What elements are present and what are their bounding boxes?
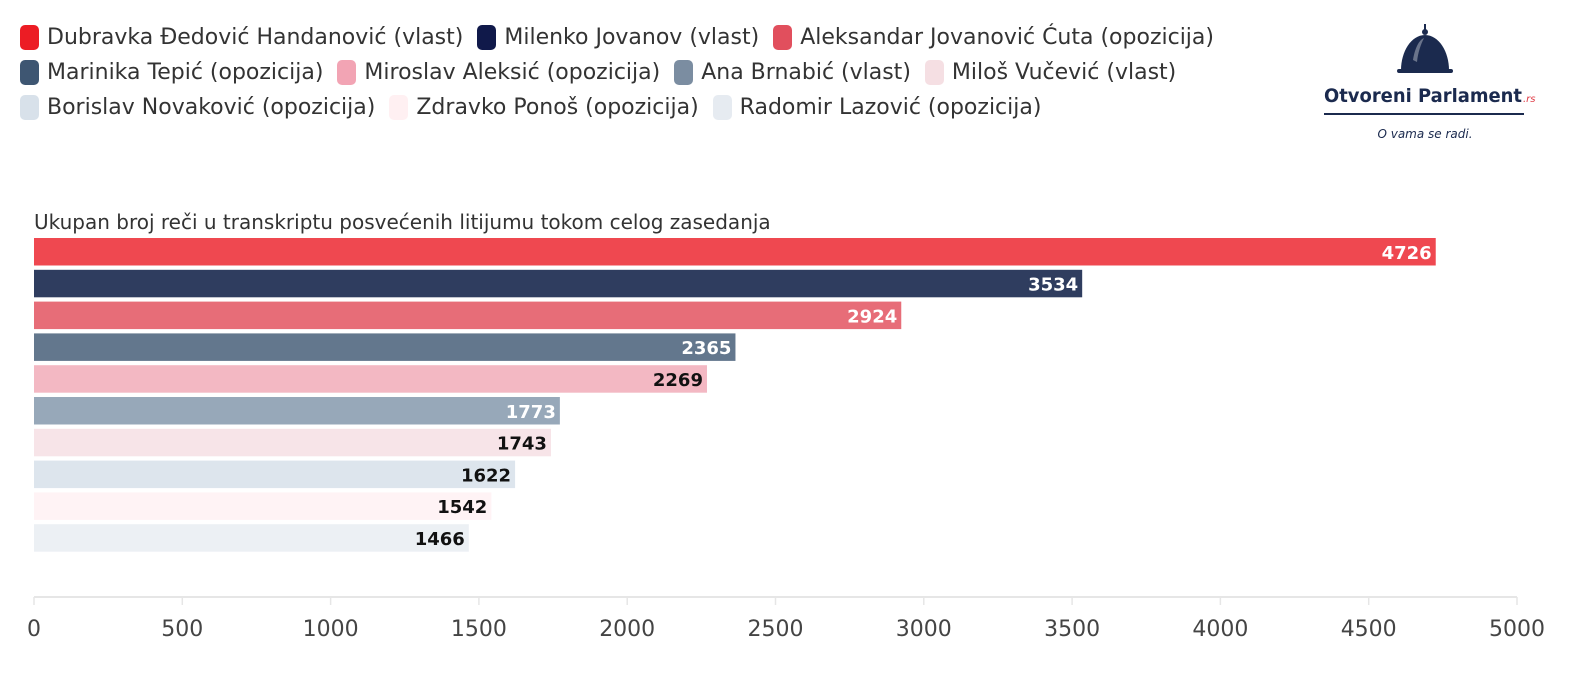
bar[interactable] bbox=[34, 333, 736, 361]
legend-item-cuta[interactable]: Aleksandar Jovanović Ćuta (opozicija) bbox=[773, 25, 1214, 50]
legend-item-lazovic[interactable]: Radomir Lazović (opozicija) bbox=[712, 95, 1042, 120]
bar-value-label: 4726 bbox=[1382, 243, 1432, 264]
bar[interactable] bbox=[34, 365, 707, 393]
legend-swatch bbox=[337, 60, 357, 85]
bar[interactable] bbox=[34, 238, 1436, 266]
chart-legend: Dubravka Đedović Handanović (vlast) Mile… bbox=[20, 20, 1290, 125]
chart-title: Ukupan broj reči u transkriptu posvećeni… bbox=[34, 210, 771, 234]
x-tick-label: 0 bbox=[27, 617, 41, 642]
legend-label: Miloš Vučević (vlast) bbox=[951, 60, 1177, 85]
legend-label: Miroslav Aleksić (opozicija) bbox=[364, 60, 661, 85]
bar-value-label: 1466 bbox=[415, 529, 465, 550]
legend-label: Dubravka Đedović Handanović (vlast) bbox=[47, 25, 464, 50]
bar-value-label: 1542 bbox=[437, 497, 487, 518]
bar-value-label: 2365 bbox=[681, 338, 731, 359]
bar-value-label: 3534 bbox=[1028, 275, 1078, 296]
legend-item-tepic[interactable]: Marinika Tepić (opozicija) bbox=[20, 60, 323, 85]
bar-value-label: 1743 bbox=[497, 434, 547, 455]
x-tick-label: 1500 bbox=[451, 617, 507, 642]
legend-item-brnabic[interactable]: Ana Brnabić (vlast) bbox=[674, 60, 911, 85]
legend-row: Dubravka Đedović Handanović (vlast) Mile… bbox=[20, 20, 1290, 55]
legend-item-aleksic[interactable]: Miroslav Aleksić (opozicija) bbox=[337, 60, 660, 85]
legend-swatch bbox=[712, 95, 732, 120]
otvoreni-parlament-logo[interactable]: Otvoreni Parlament .rs O vama se radi. bbox=[1318, 20, 1540, 145]
legend-item-novakovic[interactable]: Borislav Novaković (opozicija) bbox=[20, 95, 375, 120]
logo-domain: .rs bbox=[1523, 94, 1536, 105]
x-tick-label: 500 bbox=[161, 617, 203, 642]
logo-wordmark: Otvoreni Parlament bbox=[1324, 85, 1522, 107]
bar-value-label: 1622 bbox=[461, 465, 511, 486]
legend-swatch bbox=[477, 25, 497, 50]
x-tick-label: 5000 bbox=[1489, 617, 1545, 642]
legend-label: Zdravko Ponoš (opozicija) bbox=[416, 95, 699, 120]
legend-swatch bbox=[924, 60, 944, 85]
x-axis: 0 500 1000 1500 2000 2500 3000 3500 4000 4500 5000 bbox=[27, 596, 1545, 642]
legend-row: Borislav Novaković (opozicija) Zdravko P… bbox=[20, 90, 1290, 125]
legend-label: Milenko Jovanov (vlast) bbox=[504, 25, 760, 50]
bar[interactable] bbox=[34, 397, 560, 425]
legend-label: Ana Brnabić (vlast) bbox=[701, 60, 911, 85]
legend-item-ponos[interactable]: Zdravko Ponoš (opozicija) bbox=[389, 95, 699, 120]
logo-tagline: O vama se radi. bbox=[1377, 127, 1472, 141]
bar[interactable] bbox=[34, 460, 516, 489]
x-tick-label: 4000 bbox=[1192, 617, 1248, 642]
legend-swatch bbox=[20, 95, 39, 120]
legend-label: Marinika Tepić (opozicija) bbox=[47, 60, 324, 85]
bar-value-label: 1773 bbox=[506, 402, 556, 423]
bar-value-label: 2924 bbox=[847, 306, 897, 327]
x-tick-label: 2500 bbox=[748, 617, 804, 642]
legend-label: Radomir Lazović (opozicija) bbox=[739, 95, 1042, 120]
legend-item-handanovic[interactable]: Dubravka Đedović Handanović (vlast) bbox=[20, 25, 463, 50]
legend-swatch bbox=[20, 60, 39, 85]
dome-icon bbox=[1397, 24, 1453, 73]
x-tick-label: 2000 bbox=[599, 617, 655, 642]
legend-swatch bbox=[389, 95, 409, 120]
legend-label: Aleksandar Jovanović Ćuta (opozicija) bbox=[800, 25, 1214, 50]
x-tick-label: 3500 bbox=[1044, 617, 1100, 642]
legend-swatch bbox=[20, 25, 39, 50]
x-tick-label: 1000 bbox=[303, 617, 359, 642]
x-tick-label: 3000 bbox=[896, 617, 952, 642]
x-tick-label: 4500 bbox=[1341, 617, 1397, 642]
bars bbox=[34, 238, 1436, 552]
legend-row: Marinika Tepić (opozicija) Miroslav Alek… bbox=[20, 55, 1290, 90]
bar[interactable] bbox=[34, 492, 492, 520]
bar[interactable] bbox=[34, 301, 902, 330]
legend-item-jovanov[interactable]: Milenko Jovanov (vlast) bbox=[477, 25, 759, 50]
legend-item-vucevic[interactable]: Miloš Vučević (vlast) bbox=[924, 60, 1177, 85]
legend-swatch bbox=[773, 25, 793, 50]
bar[interactable] bbox=[34, 428, 551, 457]
legend-swatch bbox=[674, 60, 694, 85]
bar-value-label: 2269 bbox=[653, 370, 703, 391]
legend-label: Borislav Novaković (opozicija) bbox=[47, 95, 376, 120]
data-labels: 4726 3534 2924 2365 2269 1773 1743 1622 1542 1466 bbox=[415, 241, 1434, 550]
bar[interactable] bbox=[34, 269, 1083, 298]
bar[interactable] bbox=[34, 524, 469, 552]
